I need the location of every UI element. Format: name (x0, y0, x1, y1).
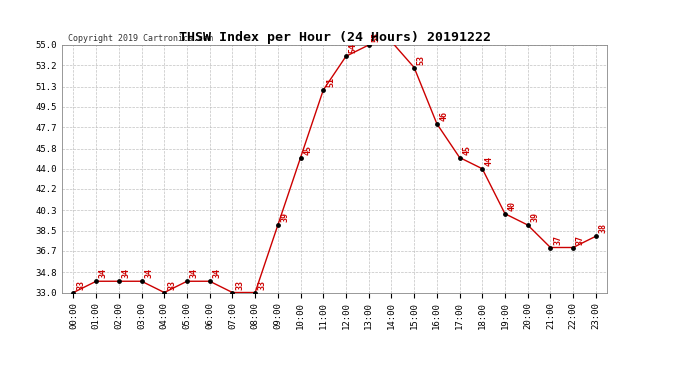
Point (545, 244, 556, 250)
Text: 51: 51 (326, 77, 335, 87)
Point (340, 53, 351, 59)
Text: 33: 33 (76, 280, 86, 290)
Point (136, 278, 147, 284)
Text: THSW  (°F): THSW (°F) (560, 34, 614, 43)
Text: 37: 37 (576, 235, 585, 245)
Point (204, 278, 215, 284)
Point (386, 39, 397, 45)
Title: THSW Index per Hour (24 Hours) 20191222: THSW Index per Hour (24 Hours) 20191222 (179, 31, 491, 44)
Point (113, 278, 124, 284)
Point (454, 154, 465, 160)
Text: 55.3: 55.3 (0, 374, 1, 375)
Text: 40: 40 (508, 201, 517, 211)
Text: 34: 34 (144, 268, 153, 279)
Point (522, 222, 533, 228)
Text: 39: 39 (281, 212, 290, 222)
Point (431, 121, 442, 127)
Point (318, 87, 329, 93)
Text: Copyright 2019 Cartronics.com: Copyright 2019 Cartronics.com (68, 33, 213, 42)
Point (159, 290, 170, 296)
Point (591, 233, 602, 239)
Point (477, 166, 488, 172)
Point (227, 290, 238, 296)
Text: 55: 55 (371, 32, 380, 42)
Text: 44: 44 (485, 156, 494, 166)
Text: 46: 46 (440, 111, 449, 121)
Point (568, 244, 579, 250)
Text: 45: 45 (462, 145, 471, 155)
Point (295, 154, 306, 160)
Text: 37: 37 (553, 235, 562, 245)
Text: 34: 34 (121, 268, 130, 279)
Text: 34: 34 (190, 268, 199, 279)
Text: 45: 45 (304, 145, 313, 155)
Text: 54: 54 (348, 44, 358, 54)
Point (408, 64, 420, 70)
Point (363, 42, 374, 48)
Point (181, 278, 193, 284)
Text: 53: 53 (417, 55, 426, 65)
Text: 33: 33 (167, 280, 176, 290)
Text: 34: 34 (99, 268, 108, 279)
Text: 33: 33 (258, 280, 267, 290)
Text: 38: 38 (599, 224, 608, 234)
Text: 33: 33 (235, 280, 244, 290)
Point (90, 278, 101, 284)
Point (500, 211, 511, 217)
Text: 34: 34 (213, 268, 221, 279)
Point (273, 222, 284, 228)
Text: 39: 39 (531, 212, 540, 222)
Point (68, 290, 79, 296)
Point (250, 290, 261, 296)
